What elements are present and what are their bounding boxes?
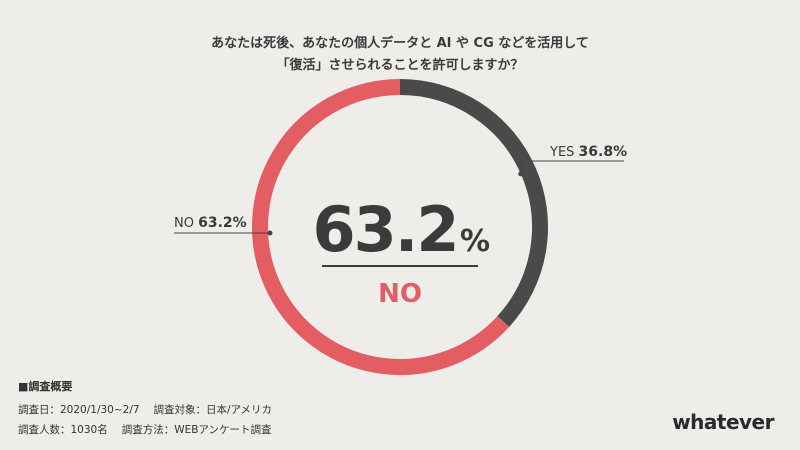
chart-title: あなたは死後、あなたの個人データと AI や CG などを活用して 「復活」させ…	[0, 33, 800, 77]
title-line-2: 「復活」させられることを許可しますか？	[276, 58, 524, 73]
survey-method: 調査方法：WEBアンケート調査	[121, 424, 272, 436]
center-unit: %	[460, 224, 490, 259]
callout-label-yes: YES 36.8%	[549, 144, 627, 160]
survey-overview-heading: ■調査概要	[18, 380, 73, 393]
survey-info-row-1: 調査日：2020/1/30~2/7 調査対象：日本/アメリカ	[18, 402, 272, 417]
survey-target: 調査対象：日本/アメリカ	[153, 404, 273, 416]
slice-yes	[399, 79, 548, 327]
survey-date: 調査日：2020/1/30~2/7	[18, 404, 140, 416]
survey-respondents: 調査人数：1030名	[18, 424, 108, 436]
center-label: NO	[378, 279, 422, 309]
center-value: 63.2	[313, 193, 458, 266]
survey-info-row-2: 調査人数：1030名 調査方法：WEBアンケート調査	[18, 422, 272, 437]
title-line-1: あなたは死後、あなたの個人データと AI や CG などを活用して	[211, 36, 589, 51]
callout-label-no: NO 63.2%	[174, 215, 247, 231]
brand-logo: whatever	[672, 410, 774, 434]
slice-no	[252, 79, 510, 375]
